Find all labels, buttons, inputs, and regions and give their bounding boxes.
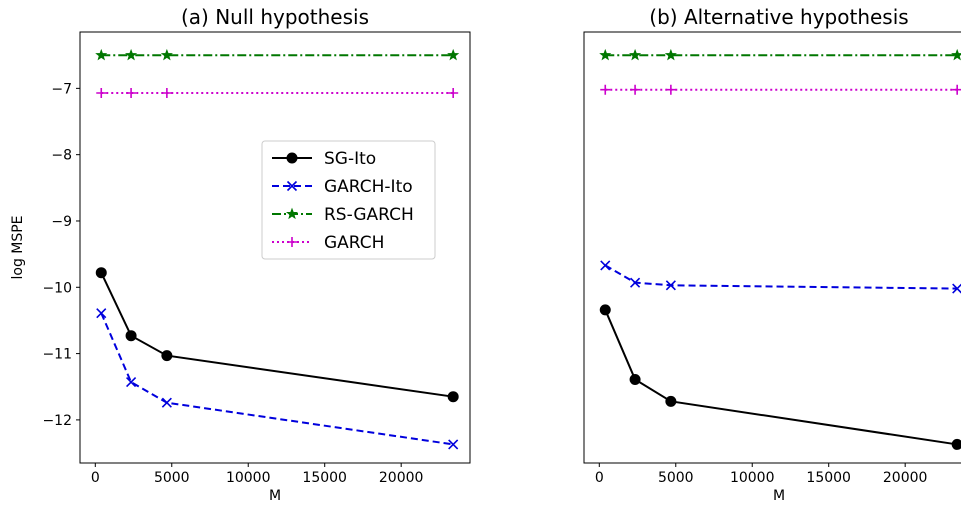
panel-1-title: (b) Alternative hypothesis: [649, 5, 908, 29]
panel-0-series-garch-point-3: [448, 88, 459, 99]
panel-1-series-garch-ito-line: [604, 264, 958, 290]
panel-0-series-rs-garch-point-0: [95, 48, 108, 61]
panel-1-series-sg-ito-line: [604, 309, 958, 446]
panel-0-series-rs-garch-point-1: [125, 48, 138, 61]
panel-0-ytick-label-4: −8: [51, 148, 72, 164]
panel-0-series-sg-ito-line: [100, 272, 454, 398]
panel-0-legend-sg-ito-marker: [286, 152, 298, 164]
panel-0-series-sg-ito-point-1: [125, 330, 137, 342]
panel-0-series-garch-point-0: [96, 88, 107, 99]
panel-1-series-sg-ito-point-2: [665, 395, 677, 407]
panel-1-xlabel: M: [773, 488, 785, 504]
panel-0-legend-sg-ito-label: SG-Ito: [324, 149, 376, 169]
panel-1-frame: [583, 31, 961, 464]
panel-1-series-garch-point-2: [665, 84, 676, 95]
panel-0-xtick-label-3: 15000: [302, 470, 347, 486]
panel-1-xtick-label-1: 5000: [658, 470, 694, 486]
panel-0-frame: [79, 31, 471, 464]
panel-1-xtick-label-0: 0: [595, 470, 604, 486]
panel-1-series-garch-ito-point-2: [665, 280, 676, 291]
panel-0-legend-garch-ito-marker: [286, 180, 298, 192]
panel-0-series-garch-ito-point-1: [126, 377, 137, 388]
panel-1-series-garch-ito-point-0: [600, 260, 611, 271]
panel-0-xlabel: M: [269, 488, 281, 504]
panel-0-series-garch-ito-point-3: [448, 439, 459, 450]
panel-0-legend-box: [261, 140, 436, 260]
panel-1-series-sg-ito-point-1: [629, 373, 641, 385]
panel-0-ytick-label-0: −12: [42, 413, 72, 429]
panel-0-ytick-label-5: −7: [51, 81, 72, 97]
panel-1-series-garch-point-3: [952, 84, 961, 95]
panel-0-legend-garch-marker: [287, 237, 297, 247]
panel-1-series-sg-ito-point-0: [599, 304, 611, 316]
panel-0-series-rs-garch-point-3: [447, 48, 460, 61]
panel-1-series-rs-garch-point-2: [664, 48, 677, 61]
panel-0-xtick-label-2: 10000: [226, 470, 271, 486]
panel-0-series-garch-ito-line: [100, 312, 454, 446]
panel-0-ylabel: log MSPE: [10, 215, 26, 279]
panel-0-ytick-label-1: −11: [42, 347, 72, 363]
panel-0-title: (a) Null hypothesis: [181, 5, 369, 29]
panel-0-xtick-label-4: 20000: [379, 470, 424, 486]
panel-0-legend-garch-ito-label: GARCH-Ito: [324, 177, 413, 197]
panel-1-series-rs-garch-point-3: [951, 48, 961, 61]
panel-0-xtick-label-0: 0: [91, 470, 100, 486]
panel-0: (a) Null hypothesis 0 5000 10000 15000 20000 M…: [10, 5, 471, 504]
panel-1-series-rs-garch-point-0: [599, 48, 612, 61]
panel-1-series-garch-point-0: [600, 84, 611, 95]
panel-0-legend-rs-garch-marker: [285, 207, 299, 220]
panel-1-series-sg-ito-point-3: [951, 438, 961, 450]
panel-1-series-rs-garch-point-1: [629, 48, 642, 61]
panel-0-series-garch-point-1: [126, 88, 137, 99]
panel-1-xtick-label-3: 15000: [806, 470, 851, 486]
panel-0-series-garch-point-2: [161, 88, 172, 99]
panel-0-series-sg-ito-point-0: [95, 267, 107, 279]
panel-0-series-sg-ito-point-2: [161, 350, 173, 362]
panel-0-legend: SG-Ito GARCH-Ito RS-GARCH GARCH: [261, 140, 436, 260]
panel-0-legend-rs-garch-label: RS-GARCH: [324, 205, 414, 225]
panel-1-series-garch-ito-point-1: [630, 277, 641, 288]
panel-1-series-garch-ito-point-3: [952, 283, 961, 294]
panel-0-series-rs-garch-point-2: [160, 48, 173, 61]
panel-1: (b) Alternative hypothesis 0 5000 10000 1500…: [583, 5, 961, 504]
panel-0-series-garch-ito-point-2: [161, 397, 172, 408]
panel-0-ytick-label-2: −10: [42, 280, 72, 296]
panel-1-xtick-label-4: 20000: [883, 470, 928, 486]
panel-0-xtick-label-1: 5000: [154, 470, 190, 486]
panel-0-legend-garch-label: GARCH: [324, 233, 384, 253]
panel-0-ytick-label-3: −9: [51, 214, 72, 230]
panel-1-series-garch-point-1: [630, 84, 641, 95]
panel-0-series-sg-ito-point-3: [447, 391, 459, 403]
panel-0-series-garch-ito-point-0: [96, 308, 107, 319]
panel-1-xtick-label-2: 10000: [730, 470, 775, 486]
